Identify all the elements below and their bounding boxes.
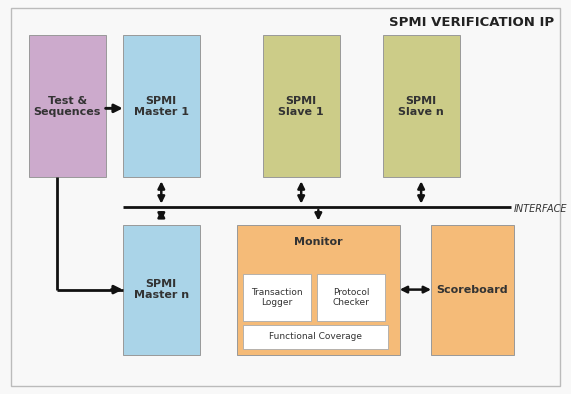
FancyBboxPatch shape [123, 225, 200, 355]
Text: SPMI
Master 1: SPMI Master 1 [134, 96, 189, 117]
Text: Test &
Sequences: Test & Sequences [34, 96, 100, 117]
Text: Scoreboard: Scoreboard [437, 284, 508, 295]
Text: INTERFACE: INTERFACE [514, 204, 568, 214]
FancyBboxPatch shape [29, 35, 106, 177]
Text: SPMI
Slave n: SPMI Slave n [398, 96, 444, 117]
FancyBboxPatch shape [431, 225, 514, 355]
FancyBboxPatch shape [317, 274, 385, 321]
Text: Monitor: Monitor [294, 237, 343, 247]
Text: SPMI
Slave 1: SPMI Slave 1 [279, 96, 324, 117]
FancyBboxPatch shape [11, 8, 560, 386]
FancyBboxPatch shape [383, 35, 460, 177]
Text: Functional Coverage: Functional Coverage [269, 333, 362, 341]
Text: Transaction
Logger: Transaction Logger [251, 288, 303, 307]
FancyBboxPatch shape [243, 274, 311, 321]
FancyBboxPatch shape [243, 325, 388, 349]
FancyBboxPatch shape [263, 35, 340, 177]
Text: SPMI VERIFICATION IP: SPMI VERIFICATION IP [389, 16, 554, 29]
Text: Protocol
Checker: Protocol Checker [333, 288, 369, 307]
FancyBboxPatch shape [123, 35, 200, 177]
Text: SPMI
Master n: SPMI Master n [134, 279, 189, 300]
FancyBboxPatch shape [237, 225, 400, 355]
